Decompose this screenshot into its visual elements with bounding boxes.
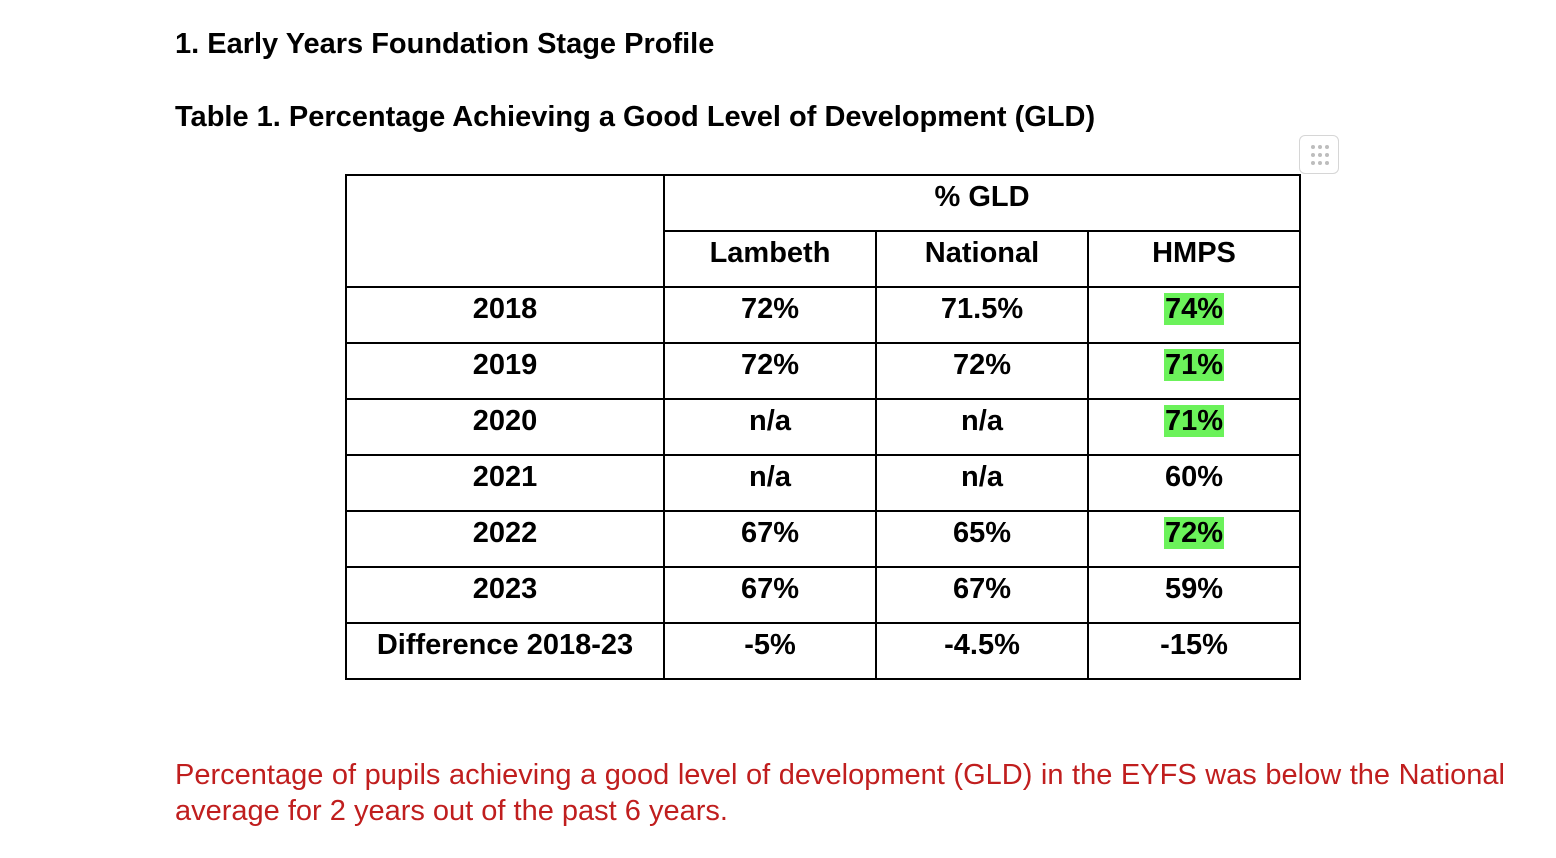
lambeth-cell: -5% <box>663 622 877 680</box>
column-header-lambeth: Lambeth <box>663 230 877 288</box>
row-label: 2019 <box>345 342 665 400</box>
table-row: 2022 67% 65% 72% <box>345 510 1302 568</box>
national-cell: n/a <box>875 398 1089 456</box>
national-cell: 72% <box>875 342 1089 400</box>
hmps-cell: 60% <box>1086 454 1302 512</box>
lambeth-cell: 67% <box>663 510 877 568</box>
table-row: 2019 72% 72% 71% <box>345 342 1302 400</box>
hmps-value: 71% <box>1163 405 1225 437</box>
table-drag-handle[interactable] <box>1299 135 1339 174</box>
hmps-cell: 59% <box>1086 566 1302 624</box>
national-cell: -4.5% <box>875 622 1089 680</box>
empty-corner-cell <box>345 174 665 288</box>
group-header-cell: % GLD <box>662 174 1302 232</box>
hmps-cell: 71% <box>1086 398 1302 456</box>
table-row: 2023 67% 67% 59% <box>345 566 1302 624</box>
row-label: Difference 2018-23 <box>345 622 665 680</box>
gld-table: % GLD Lambeth National HMPS 2018 72% 71.… <box>345 174 1302 680</box>
hmps-cell: 72% <box>1086 510 1302 568</box>
lambeth-cell: 67% <box>663 566 877 624</box>
column-header-hmps: HMPS <box>1086 230 1302 288</box>
table-caption: Table 1. Percentage Achieving a Good Lev… <box>175 101 1096 133</box>
hmps-cell: 74% <box>1086 286 1302 344</box>
row-label: 2020 <box>345 398 665 456</box>
lambeth-cell: 72% <box>663 286 877 344</box>
lambeth-cell: n/a <box>663 398 877 456</box>
hmps-value: 74% <box>1163 293 1225 325</box>
summary-note: Percentage of pupils achieving a good le… <box>175 759 1505 827</box>
row-label: 2021 <box>345 454 665 512</box>
hmps-value: 60% <box>1164 461 1224 493</box>
lambeth-cell: 72% <box>663 342 877 400</box>
row-label: 2022 <box>345 510 665 568</box>
hmps-value: 72% <box>1163 517 1225 549</box>
hmps-value: 71% <box>1163 349 1225 381</box>
row-label: 2018 <box>345 286 665 344</box>
hmps-value: 59% <box>1164 573 1224 605</box>
lambeth-cell: n/a <box>663 454 877 512</box>
table-column-header-row: Lambeth National HMPS <box>346 230 1302 288</box>
hmps-cell: -15% <box>1086 622 1302 680</box>
row-label: 2023 <box>345 566 665 624</box>
table-row: 2021 n/a n/a 60% <box>345 454 1302 512</box>
table-header-row: % GLD <box>345 174 1302 288</box>
hmps-value: -15% <box>1160 629 1228 661</box>
section-heading: 1. Early Years Foundation Stage Profile <box>175 28 715 60</box>
national-cell: 67% <box>875 566 1089 624</box>
drag-handle-icon <box>1311 145 1329 166</box>
national-cell: 71.5% <box>875 286 1089 344</box>
hmps-cell: 71% <box>1086 342 1302 400</box>
national-cell: 65% <box>875 510 1089 568</box>
national-cell: n/a <box>875 454 1089 512</box>
column-header-national: National <box>875 230 1089 288</box>
table-row: 2018 72% 71.5% 74% <box>345 286 1302 344</box>
table-row-difference: Difference 2018-23 -5% -4.5% -15% <box>345 622 1302 680</box>
table-row: 2020 n/a n/a 71% <box>345 398 1302 456</box>
